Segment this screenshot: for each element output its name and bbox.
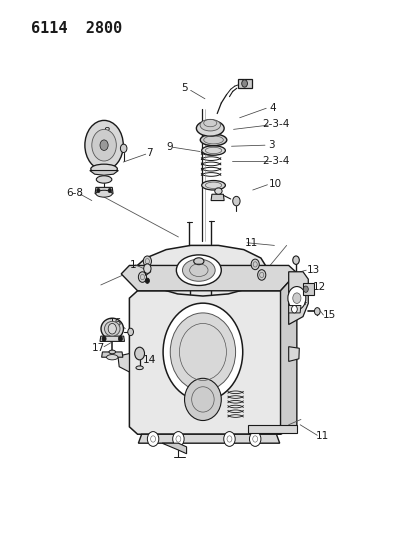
Text: 14: 14: [143, 356, 156, 366]
Polygon shape: [95, 188, 113, 193]
Circle shape: [108, 189, 111, 192]
Ellipse shape: [96, 176, 112, 183]
Polygon shape: [288, 305, 300, 313]
Circle shape: [85, 120, 123, 170]
Circle shape: [145, 278, 149, 284]
Text: 12: 12: [312, 282, 325, 292]
Polygon shape: [90, 171, 118, 175]
Text: 4: 4: [268, 103, 275, 114]
Text: 14: 14: [294, 297, 307, 308]
Ellipse shape: [170, 313, 235, 391]
Text: 6114  2800: 6114 2800: [31, 21, 122, 36]
Polygon shape: [121, 265, 296, 291]
Polygon shape: [280, 273, 296, 434]
Text: 17: 17: [92, 343, 105, 353]
Circle shape: [292, 256, 299, 264]
Circle shape: [108, 324, 116, 334]
Ellipse shape: [90, 164, 117, 174]
Circle shape: [223, 432, 235, 446]
Circle shape: [257, 270, 265, 280]
Circle shape: [102, 336, 106, 342]
Polygon shape: [118, 353, 129, 372]
Circle shape: [251, 259, 259, 270]
Polygon shape: [161, 443, 186, 454]
Ellipse shape: [200, 134, 226, 146]
Text: 13: 13: [306, 265, 319, 275]
Circle shape: [241, 80, 247, 87]
Ellipse shape: [101, 318, 123, 340]
Text: 16: 16: [109, 318, 122, 328]
Text: 3: 3: [268, 140, 274, 150]
Circle shape: [287, 287, 305, 310]
Circle shape: [291, 305, 297, 313]
Ellipse shape: [163, 303, 242, 401]
Text: 5: 5: [181, 83, 188, 93]
Circle shape: [92, 130, 116, 161]
Ellipse shape: [184, 378, 221, 421]
Text: 8: 8: [103, 127, 110, 137]
Polygon shape: [101, 352, 123, 357]
Text: 11: 11: [315, 431, 328, 441]
Polygon shape: [130, 245, 267, 296]
Ellipse shape: [106, 354, 118, 360]
Ellipse shape: [135, 366, 143, 369]
Circle shape: [303, 286, 308, 292]
Ellipse shape: [109, 350, 115, 354]
Circle shape: [232, 196, 240, 206]
Circle shape: [138, 272, 146, 282]
Circle shape: [128, 328, 133, 336]
Circle shape: [249, 432, 260, 446]
Text: 15: 15: [322, 310, 335, 320]
Polygon shape: [247, 425, 296, 433]
Ellipse shape: [193, 258, 204, 265]
Bar: [302, 284, 313, 295]
Polygon shape: [138, 434, 279, 443]
Ellipse shape: [201, 181, 225, 190]
Circle shape: [120, 144, 127, 152]
Polygon shape: [211, 194, 223, 200]
Ellipse shape: [96, 190, 112, 197]
Polygon shape: [100, 336, 124, 342]
Circle shape: [100, 140, 108, 150]
Ellipse shape: [182, 259, 215, 281]
Text: 2-3-4: 2-3-4: [262, 119, 290, 129]
Circle shape: [134, 347, 144, 360]
Ellipse shape: [196, 120, 223, 136]
Ellipse shape: [104, 321, 120, 336]
Text: 2-3-4: 2-3-4: [262, 156, 290, 166]
Circle shape: [97, 189, 100, 192]
Circle shape: [147, 432, 159, 446]
Ellipse shape: [176, 255, 221, 286]
Polygon shape: [288, 346, 299, 361]
Bar: [237, 79, 252, 88]
Text: 11: 11: [245, 238, 258, 248]
Polygon shape: [288, 272, 308, 325]
Text: 10: 10: [268, 179, 282, 189]
Text: 9: 9: [166, 142, 172, 152]
Circle shape: [172, 432, 184, 446]
Circle shape: [313, 308, 319, 315]
Text: 1: 1: [129, 260, 135, 270]
Circle shape: [143, 256, 151, 266]
Circle shape: [118, 336, 122, 342]
Circle shape: [143, 264, 151, 273]
Ellipse shape: [214, 188, 222, 194]
Text: 7: 7: [146, 148, 153, 158]
Ellipse shape: [201, 146, 225, 155]
Text: 6-8: 6-8: [66, 188, 83, 198]
Polygon shape: [129, 291, 288, 434]
Polygon shape: [144, 265, 150, 276]
Circle shape: [292, 293, 300, 303]
Ellipse shape: [199, 119, 220, 131]
